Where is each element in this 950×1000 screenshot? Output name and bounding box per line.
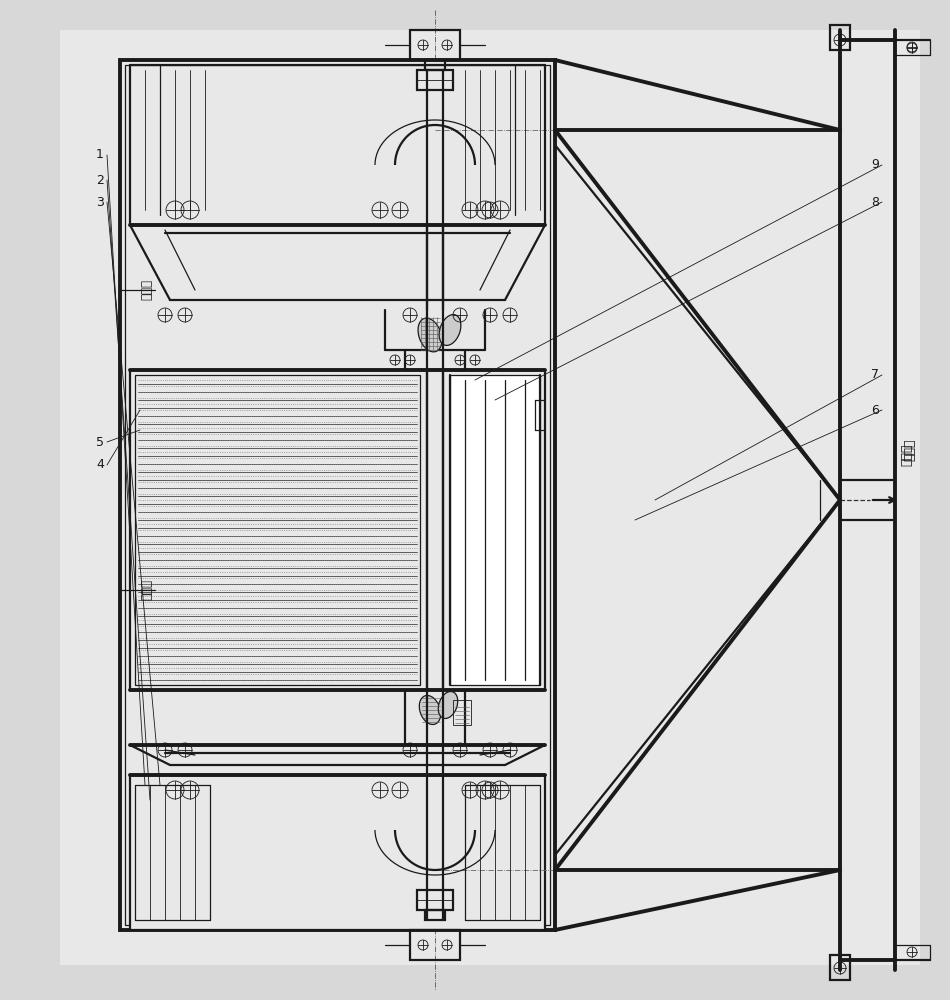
Ellipse shape [418,318,442,352]
Text: 出风口: 出风口 [903,439,917,461]
Bar [450,375,540,685]
Bar [417,890,453,910]
Ellipse shape [439,315,461,345]
Bar [830,25,850,50]
Text: 进风口: 进风口 [141,279,154,300]
Bar [135,375,420,685]
Bar [425,910,445,920]
Text: 8: 8 [871,196,879,209]
Text: 进风口: 进风口 [141,580,154,600]
Bar [410,930,460,960]
Text: 4: 4 [96,458,104,472]
Bar [830,955,850,980]
Ellipse shape [438,691,458,719]
Bar [417,70,453,90]
Ellipse shape [419,695,441,725]
Text: 7: 7 [871,368,879,381]
Text: 出风口: 出风口 [901,444,914,466]
Bar [410,30,460,60]
Bar [453,700,471,725]
Bar [130,775,545,930]
Text: 6: 6 [871,403,879,416]
Text: 2: 2 [96,174,104,186]
Text: 1: 1 [96,148,104,161]
Text: 5: 5 [96,436,104,448]
Bar [120,60,555,930]
Text: 3: 3 [96,196,104,209]
Text: 9: 9 [871,158,879,172]
Bar [125,65,550,925]
